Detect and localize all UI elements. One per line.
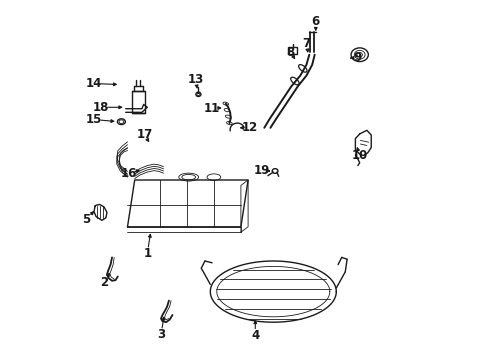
Bar: [288, 47, 297, 54]
Text: 7: 7: [302, 37, 310, 50]
Text: 18: 18: [92, 101, 108, 114]
Text: 11: 11: [203, 102, 220, 114]
Text: 16: 16: [120, 167, 137, 180]
Text: 14: 14: [86, 77, 102, 90]
Text: 19: 19: [253, 165, 269, 177]
Text: 10: 10: [351, 149, 367, 162]
Text: 17: 17: [136, 129, 152, 141]
Text: 1: 1: [143, 247, 151, 260]
Text: 15: 15: [86, 113, 102, 126]
Text: 4: 4: [251, 329, 259, 342]
Text: 2: 2: [100, 276, 108, 289]
Text: 12: 12: [241, 121, 258, 134]
Bar: [132, 91, 144, 113]
Text: 9: 9: [353, 51, 361, 64]
Text: 3: 3: [157, 328, 165, 341]
Text: 6: 6: [311, 15, 319, 28]
Text: 13: 13: [187, 73, 203, 86]
Text: 5: 5: [82, 213, 90, 226]
Text: 8: 8: [286, 46, 294, 59]
